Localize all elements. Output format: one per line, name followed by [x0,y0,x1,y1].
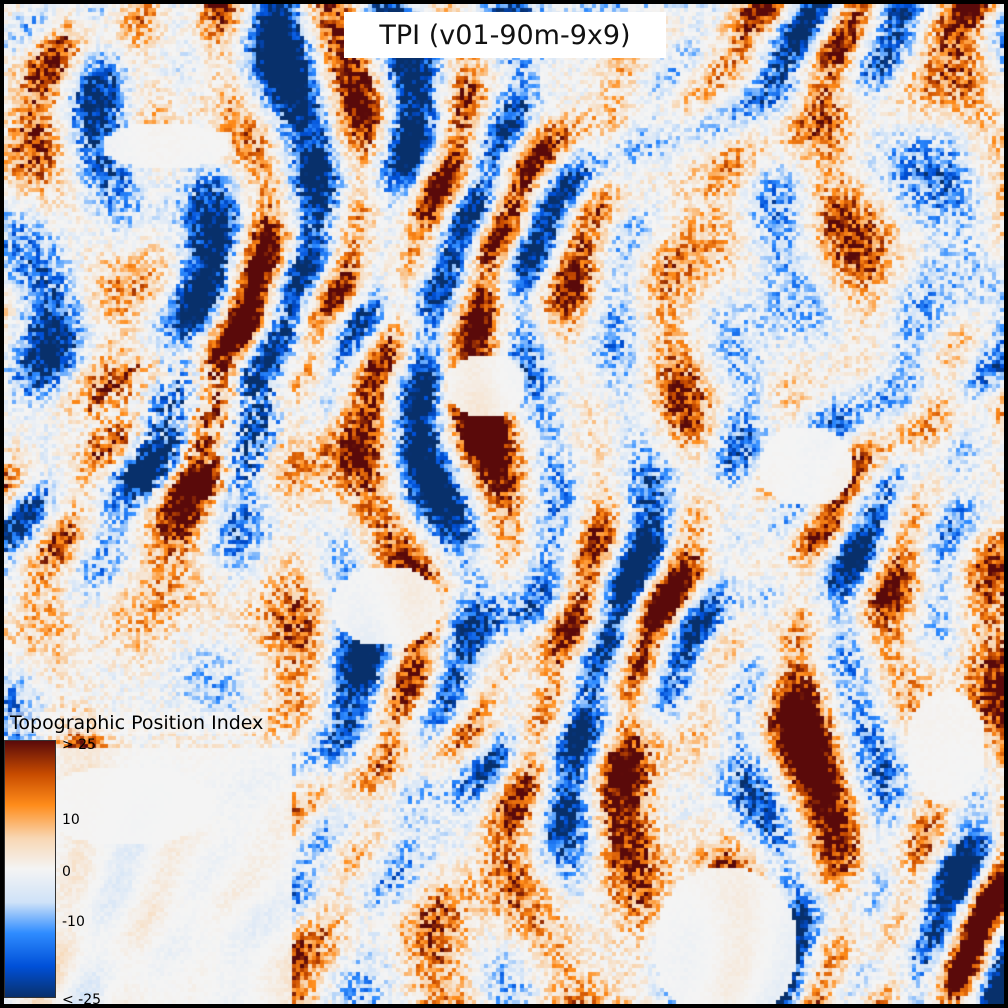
legend-tick-0: 0 [62,864,71,880]
legend-colorbar [4,740,56,998]
tpi-raster-map[interactable] [4,4,1004,1004]
legend-tick-min: < -25 [62,992,102,1008]
map-title-text: TPI (v01-90m-9x9) [379,19,631,51]
legend-tick-10: 10 [62,812,80,828]
legend-tick-minus10: -10 [62,914,85,930]
legend-title: Topographic Position Index [8,712,266,734]
legend-tick-max: > 25 [62,737,96,753]
map-title: TPI (v01-90m-9x9) [344,12,666,58]
